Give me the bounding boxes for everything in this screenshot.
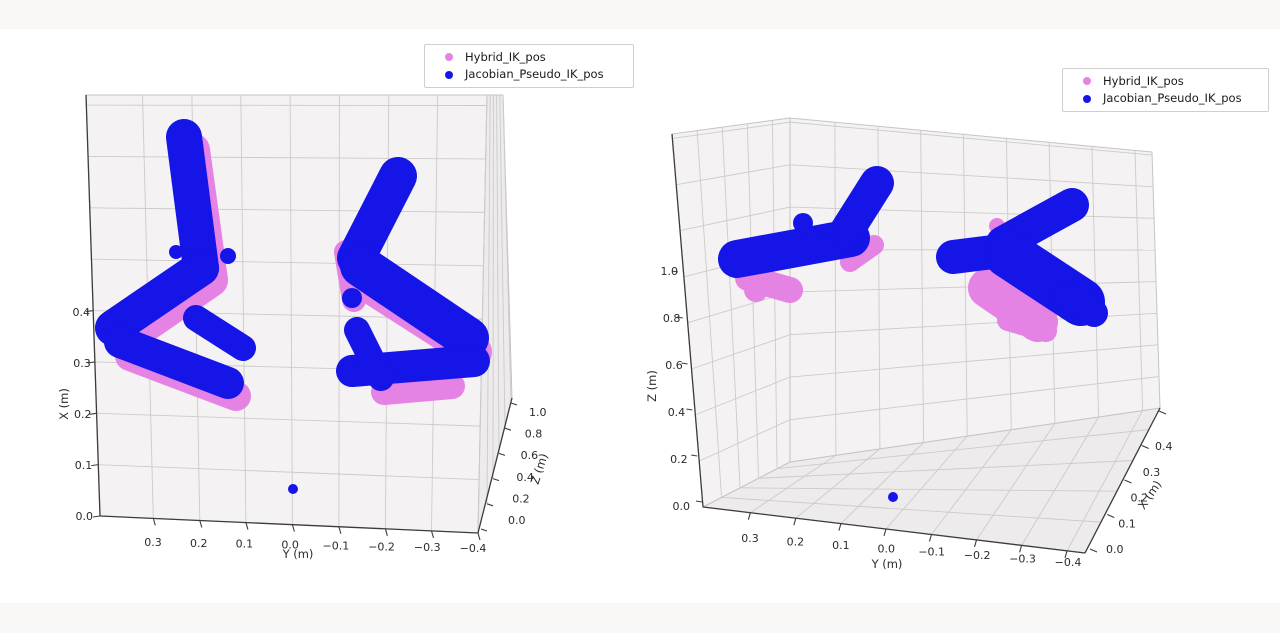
right-ticks: [671, 270, 1167, 558]
legend-label-jacobian: Jacobian_Pseudo_IK_pos: [1103, 91, 1242, 106]
left-horizontal-tick-label: 0.0: [281, 539, 299, 552]
left-vertical-tick-label: 0.0: [76, 510, 94, 523]
right-horizontal-tick-label: −0.1: [918, 546, 945, 559]
right-jacobian-point: [793, 213, 813, 233]
right-horizontal-tick-label: 0.2: [787, 535, 805, 548]
right-vertical-tick-label: 0.0: [673, 500, 691, 513]
legend-label-hybrid: Hybrid_IK_pos: [1103, 74, 1184, 88]
left-depth-tick-label: 1.0: [529, 406, 547, 419]
left-jacobian-cloud-segment: [337, 157, 417, 277]
right-vertical-tick-label: 0.2: [670, 453, 688, 466]
left-series-jacobian: [95, 119, 490, 494]
right-depth-tick-label: 0.2: [1131, 492, 1149, 505]
jacobian-marker-icon: [445, 70, 453, 79]
left-vertical-tick-label: 0.1: [75, 459, 93, 472]
right-depth-tick-label: 0.3: [1143, 466, 1161, 479]
right-jacobian-point: [888, 492, 898, 502]
legend-label-jacobian: Jacobian_Pseudo_IK_pos: [465, 67, 604, 82]
right-depth-tick-label: 0.0: [1106, 543, 1124, 556]
left-horizontal-axis-title: Y (m): [282, 547, 314, 561]
left-horizontal-tick-label: 0.3: [144, 536, 162, 549]
left-jacobian-point: [342, 288, 362, 308]
right-jacobian-cloud-segment: [1054, 282, 1108, 327]
left-vertical-axis-title: X (m): [57, 388, 71, 420]
left-jacobian-point: [288, 484, 298, 494]
right-vertical-tick-label: 0.6: [665, 359, 683, 372]
left-hybrid-cloud-segment: [371, 373, 465, 405]
legend-item-hybrid: Hybrid_IK_pos: [1073, 74, 1256, 88]
left-jacobian-cloud-segment: [183, 305, 256, 361]
left-horizontal-tick-label: 0.1: [236, 538, 254, 551]
right-horizontal-axis-title: Y (m): [871, 557, 903, 571]
right-depth-tick-label: 0.4: [1155, 440, 1173, 453]
left-jacobian-cloud-segment: [340, 245, 489, 359]
left-jacobian-point: [169, 245, 183, 259]
figure-left: 0.0 0.1 0.2 0.3 0.4 X (m) 0.3 0.2 0.1 0.0 −0.1 −0.2…: [57, 94, 551, 561]
legend-label-hybrid: Hybrid_IK_pos: [465, 50, 546, 64]
figure-right: 0.0 0.2 0.4 0.6 0.8 1.0 Z (m) 0.3 0.2 0.1 0.0 −0.1 −…: [645, 117, 1173, 571]
left-horizontal-tick-label: −0.1: [322, 539, 349, 552]
left-jacobian-cloud-segment: [344, 317, 394, 391]
left-grid: [86, 94, 512, 534]
right-vertical-axis-title: Z (m): [645, 370, 659, 402]
right-spine: [671, 133, 704, 508]
left-depth-tick-label: 0.6: [521, 449, 539, 462]
left-jacobian-cloud-segment: [95, 250, 219, 346]
right-horizontal-tick-label: −0.3: [1009, 553, 1036, 566]
legend-item-hybrid: Hybrid_IK_pos: [435, 50, 621, 64]
left-depth-tick-label: 0.4: [516, 471, 534, 484]
right-horizontal-tick-label: 0.1: [832, 539, 850, 552]
hybrid-marker-icon: [1083, 77, 1091, 86]
right-vertical-tick-label: 0.8: [663, 312, 681, 325]
legend-right: Hybrid_IK_pos Jacobian_Pseudo_IK_pos: [1062, 68, 1269, 112]
left-spine: [85, 94, 101, 517]
left-depth-tick-label: 0.8: [525, 428, 543, 441]
right-horizontal-tick-label: −0.4: [1055, 556, 1082, 569]
right-vertical-tick-label: 0.4: [668, 406, 686, 419]
right-spine: [1084, 407, 1161, 554]
jacobian-marker-icon: [1083, 94, 1091, 103]
right-series-jacobian: [718, 166, 1108, 502]
left-horizontal-tick-label: −0.2: [368, 540, 395, 553]
left-vertical-tick-label: 0.3: [73, 357, 91, 370]
right-hybrid-point: [744, 278, 768, 302]
right-hybrid-point: [1022, 320, 1042, 340]
left-jacobian-cloud-segment: [166, 119, 219, 286]
right-depth-tick-label: 0.1: [1118, 517, 1136, 530]
right-horizontal-tick-label: 0.0: [878, 542, 896, 555]
left-vertical-tick-label: 0.4: [73, 306, 91, 319]
left-horizontal-tick-label: −0.4: [460, 542, 487, 555]
right-jacobian-cloud-segment: [829, 166, 894, 249]
right-horizontal-tick-label: −0.2: [964, 549, 991, 562]
right-vertical-tick-label: 1.0: [661, 265, 679, 278]
legend-item-jacobian: Jacobian_Pseudo_IK_pos: [435, 67, 621, 81]
right-series-hybrid: [735, 218, 1058, 342]
legend-item-jacobian: Jacobian_Pseudo_IK_pos: [1073, 91, 1256, 105]
left-depth-tick-label: 0.0: [508, 514, 526, 527]
left-jacobian-cloud-segment: [104, 326, 244, 399]
left-horizontal-tick-label: 0.2: [190, 537, 208, 550]
right-jacobian-point: [821, 223, 837, 239]
right-horizontal-tick-label: 0.3: [741, 532, 759, 545]
bottom-band: [0, 603, 1280, 633]
left-spine: [477, 397, 513, 534]
left-depth-tick-label: 0.2: [512, 492, 530, 505]
legend-left: Hybrid_IK_pos Jacobian_Pseudo_IK_pos: [424, 44, 634, 88]
left-ticks: [86, 310, 518, 541]
left-jacobian-point: [220, 248, 236, 264]
hybrid-marker-icon: [445, 53, 453, 62]
left-vertical-tick-label: 0.2: [74, 408, 92, 421]
left-spine: [99, 515, 479, 534]
left-horizontal-tick-label: −0.3: [414, 541, 441, 554]
top-band: [0, 0, 1280, 29]
right-hybrid-cloud-segment: [840, 235, 884, 272]
